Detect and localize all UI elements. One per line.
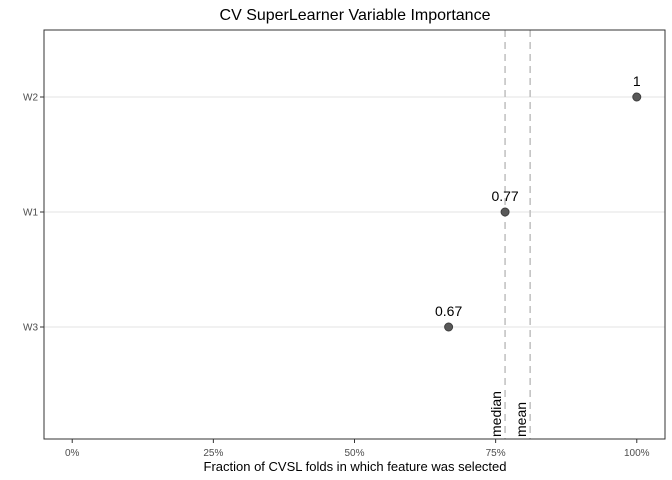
x-tick-label: 0% xyxy=(65,448,80,459)
data-labels: 1 0.77 0.67 xyxy=(435,73,641,319)
data-label-w1: 0.77 xyxy=(491,188,518,204)
chart-title: CV SuperLearner Variable Importance xyxy=(220,7,491,24)
data-points xyxy=(444,92,642,332)
data-label-w2: 1 xyxy=(633,73,641,89)
x-axis: 0% 25% 50% 75% 100% xyxy=(65,439,650,459)
plot-panel-border xyxy=(43,29,666,440)
x-axis-title: Fraction of CVSL folds in which feature … xyxy=(204,459,507,474)
y-tick-label-w1: W1 xyxy=(23,208,38,219)
y-tick-label-w3: W3 xyxy=(23,323,38,334)
x-tick-label: 50% xyxy=(344,448,364,459)
point-w2 xyxy=(632,92,642,102)
y-axis: W2 W1 W3 xyxy=(23,93,44,334)
x-tick-label: 25% xyxy=(203,448,223,459)
grid xyxy=(44,96,665,328)
x-tick-label: 75% xyxy=(486,448,506,459)
y-tick-label-w2: W2 xyxy=(23,93,38,104)
reference-lines: median mean xyxy=(488,30,531,439)
median-label: median xyxy=(488,391,504,437)
x-tick-label: 100% xyxy=(624,448,650,459)
point-w1 xyxy=(500,207,510,217)
point-w3 xyxy=(444,322,454,332)
data-label-w3: 0.67 xyxy=(435,303,462,319)
mean-label: mean xyxy=(513,402,529,437)
